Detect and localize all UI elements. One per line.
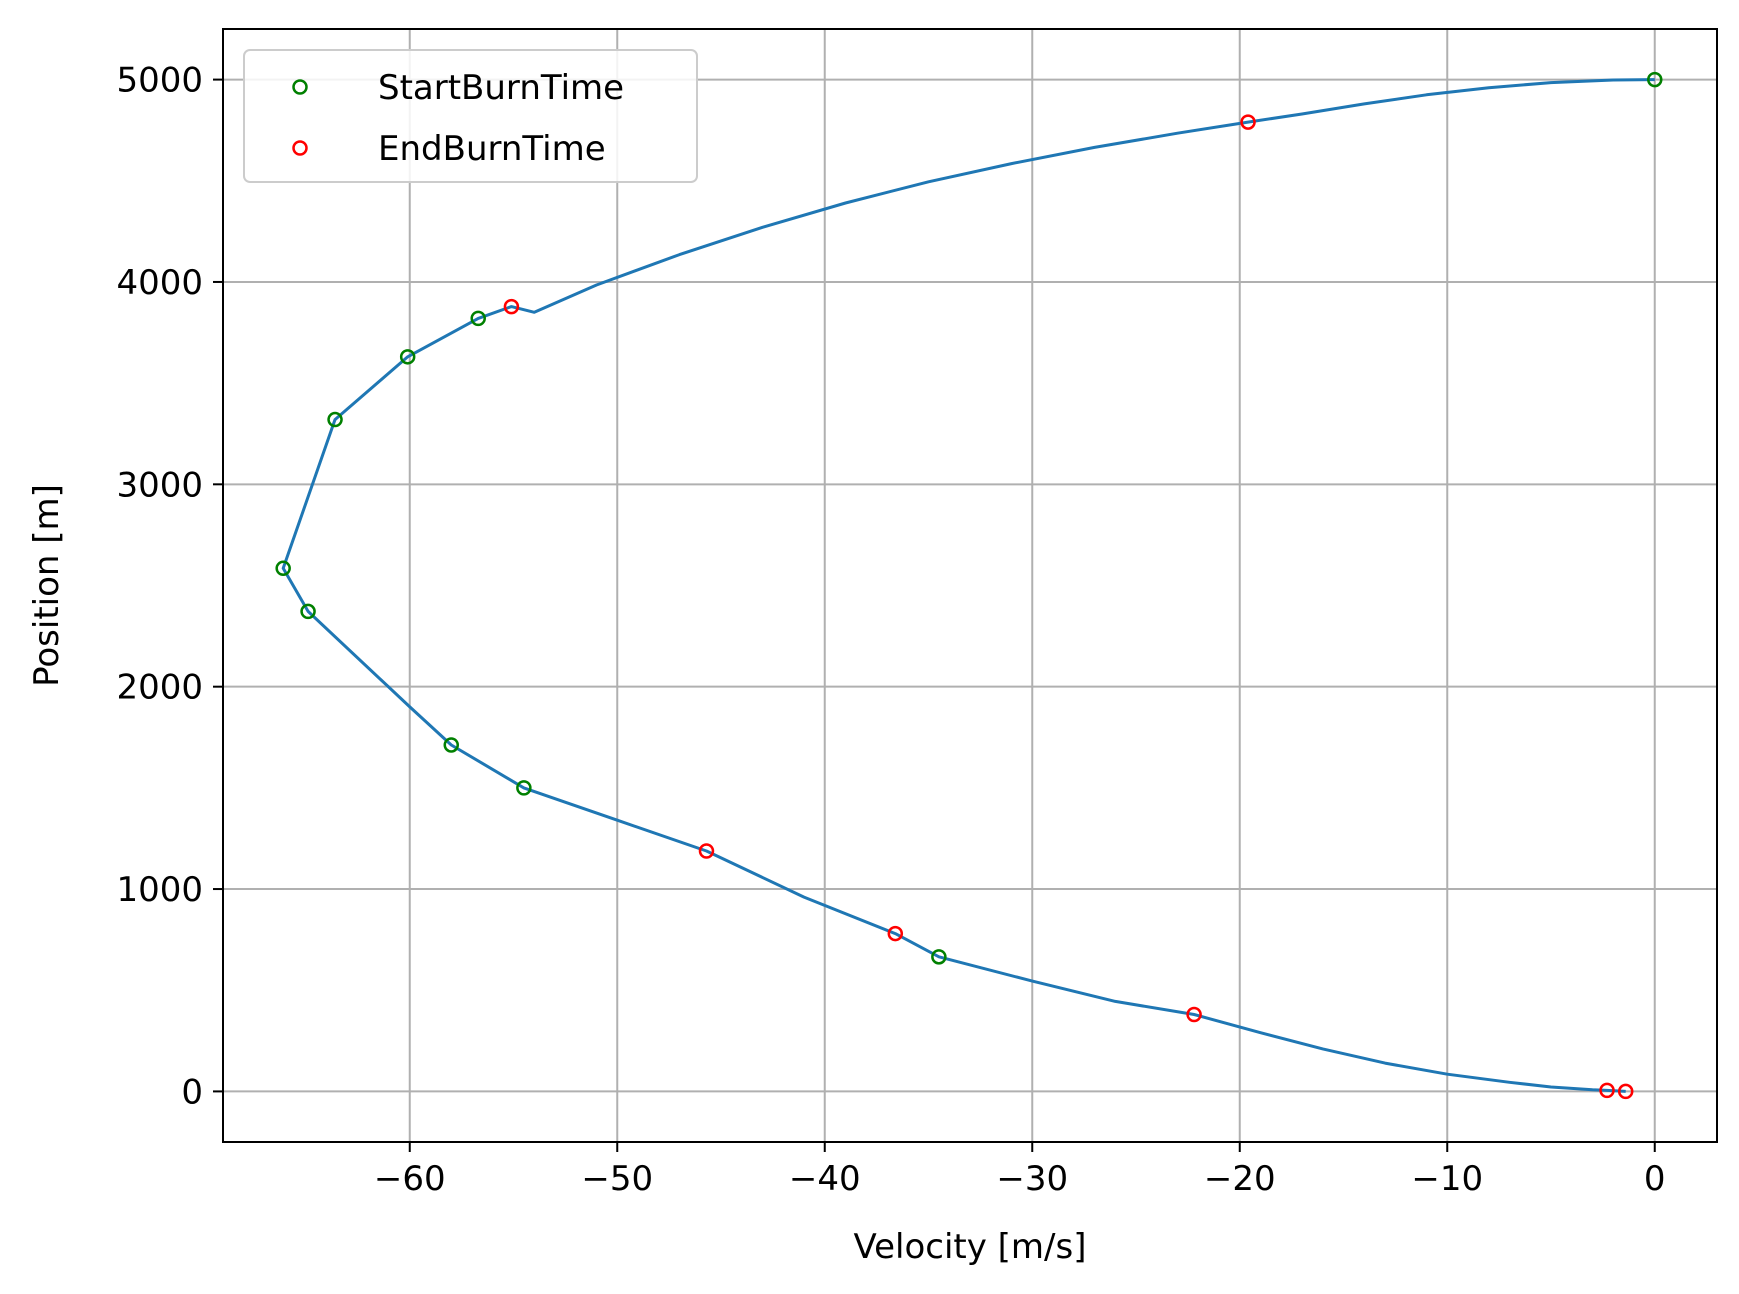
legend-marker [292, 140, 308, 156]
x-axis-ticks: −60 −50 −40 −30 −20 −10 0 [374, 1142, 1666, 1199]
legend: StartBurnTime EndBurnTime [243, 49, 698, 183]
series-StartBurnTime [275, 71, 1663, 965]
y-tick-label: 2000 [116, 668, 203, 708]
marker-layer [275, 71, 1663, 1100]
y-tick-label: 1000 [116, 870, 203, 910]
data-point [300, 603, 316, 620]
y-tick-label: 3000 [116, 465, 203, 505]
data-point [516, 780, 532, 796]
y-tick-label: 4000 [116, 263, 203, 303]
legend-marker [292, 79, 308, 95]
data-point [470, 310, 486, 327]
x-tick-label: −30 [996, 1159, 1068, 1199]
y-axis-ticks: 0 1000 2000 3000 4000 5000 [116, 61, 223, 1112]
data-point [443, 737, 459, 753]
x-tick-label: −10 [1411, 1159, 1483, 1199]
legend-label: EndBurnTime [378, 129, 606, 169]
data-point [887, 925, 904, 942]
data-point [1599, 1082, 1615, 1099]
trajectory-line-layer [281, 78, 1655, 1093]
data-point [1617, 1083, 1634, 1100]
data-point [399, 349, 416, 365]
data-point [327, 411, 343, 428]
data-point [931, 949, 947, 965]
legend-box [243, 49, 698, 183]
y-axis-label: Position [m] [27, 484, 67, 687]
x-tick-label: −60 [374, 1159, 446, 1199]
series-EndBurnTime [503, 114, 1634, 1100]
x-tick-label: −50 [581, 1159, 653, 1199]
data-point [503, 298, 520, 315]
y-tick-label: 0 [181, 1072, 203, 1112]
y-tick-label: 5000 [116, 61, 203, 101]
data-point [275, 560, 291, 577]
plot-frame [222, 28, 1718, 1143]
trajectory-line [281, 78, 1655, 1093]
legend-label: StartBurnTime [378, 68, 624, 108]
grid [223, 29, 1717, 1142]
data-point [1647, 71, 1663, 88]
x-tick-label: −40 [789, 1159, 861, 1199]
x-axis-label: Velocity [m/s] [853, 1227, 1086, 1267]
x-tick-label: −20 [1204, 1159, 1276, 1199]
data-point [1186, 1006, 1202, 1023]
data-point [698, 843, 715, 859]
x-tick-label: 0 [1644, 1159, 1666, 1199]
data-point [1240, 114, 1256, 130]
